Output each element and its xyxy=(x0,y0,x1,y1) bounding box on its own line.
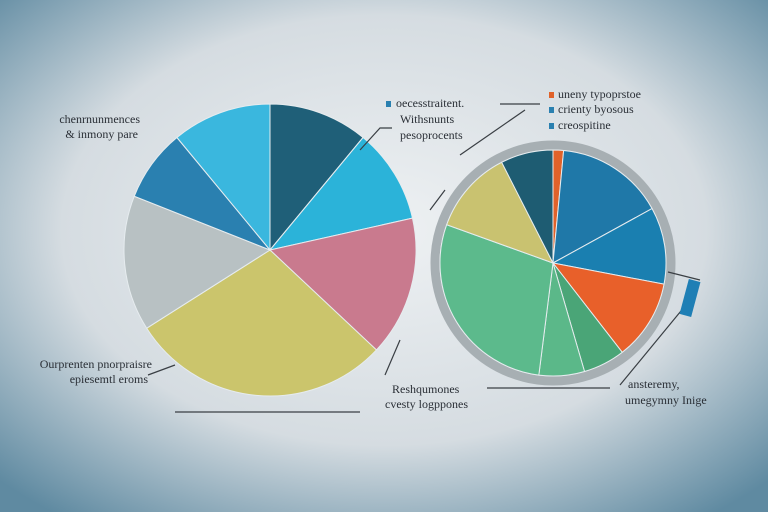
marker xyxy=(549,123,554,129)
marker xyxy=(549,92,554,98)
annotation: & inmony pare xyxy=(65,127,138,141)
pie-slice xyxy=(551,262,665,353)
annotation: creospitine xyxy=(558,118,611,132)
annotation: crienty byosous xyxy=(558,102,634,116)
marker xyxy=(386,101,391,107)
annotation: Reshqumones xyxy=(392,382,460,396)
pie-ring xyxy=(430,140,676,386)
annotation: oecesstraitent. xyxy=(396,96,464,110)
pie-slice xyxy=(551,207,667,285)
marker xyxy=(549,107,554,113)
pie-slice xyxy=(269,103,364,252)
annotation: epiesemtl eroms xyxy=(70,372,149,386)
pie-slice xyxy=(552,149,653,264)
annotation: pesoprocents xyxy=(400,128,463,142)
annotation: Withsnunts xyxy=(400,112,455,126)
pie-slice xyxy=(439,224,554,376)
slices xyxy=(123,103,667,397)
pie-slice xyxy=(501,149,554,264)
annotation: chenrnunmences xyxy=(59,112,140,126)
annotation: ansteremy, xyxy=(628,377,680,391)
pie-slice xyxy=(123,195,272,329)
pie-slice xyxy=(176,103,271,252)
annotation: uneny typoprstoe xyxy=(558,87,641,101)
callout-tab xyxy=(679,279,701,317)
annotation: Ourprenten pnorpraisre xyxy=(40,357,152,371)
pie-slice xyxy=(146,249,378,397)
annotations: chenrnunmences & inmony pare Ourprenten … xyxy=(40,87,707,411)
pie-slice xyxy=(268,136,414,251)
leader-lines xyxy=(147,103,701,413)
pie-slice xyxy=(446,161,555,264)
annotation: cvesty logppones xyxy=(385,397,468,411)
pie-slice xyxy=(268,217,417,351)
annotation: umegymny Inige xyxy=(625,393,707,407)
